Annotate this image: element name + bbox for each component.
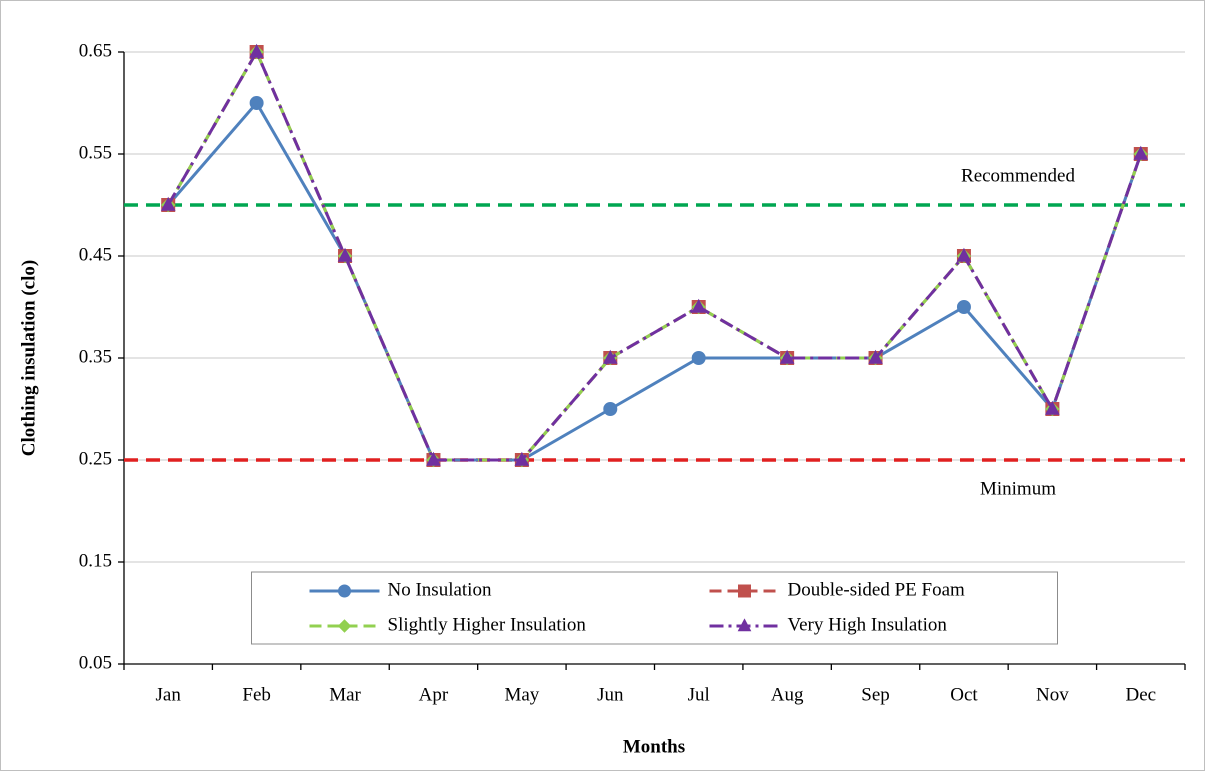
marker <box>337 619 352 633</box>
y-axis-label: Clothing insulation (clo) <box>18 260 39 456</box>
legend-label: Double-sided PE Foam <box>788 579 966 600</box>
marker <box>249 43 264 58</box>
series-line <box>167 100 1143 462</box>
marker <box>956 247 972 262</box>
marker <box>160 196 176 211</box>
marker <box>603 402 618 416</box>
x-tick-label: Aug <box>771 684 804 705</box>
legend-label: Very High Insulation <box>788 614 948 635</box>
x-tick-label: Oct <box>950 684 978 705</box>
x-tick-label: Dec <box>1125 684 1156 705</box>
marker <box>738 584 751 598</box>
marker <box>1133 145 1149 160</box>
y-tick-label: 0.45 <box>79 244 112 265</box>
y-tick-label: 0.05 <box>79 652 112 673</box>
y-tick-label: 0.55 <box>79 142 112 163</box>
reference-label: Recommended <box>961 165 1075 186</box>
x-axis-label: Months <box>623 736 685 757</box>
marker <box>737 618 752 632</box>
x-tick-label: May <box>504 684 539 705</box>
x-tick-label: Jan <box>156 684 182 705</box>
marker <box>691 298 707 313</box>
marker <box>249 96 264 110</box>
marker <box>1045 400 1060 415</box>
reference-label: Minimum <box>980 478 1056 499</box>
legend-box <box>251 571 1058 645</box>
x-tick-label: Sep <box>861 684 890 705</box>
marker <box>691 351 706 365</box>
legend-label: No Insulation <box>388 579 492 600</box>
legend: No Insulation Double-sided PE Foam Slightl… <box>251 571 1058 645</box>
x-tick-label: Jun <box>597 684 624 705</box>
x-tick-label: Apr <box>419 684 449 705</box>
legend-label: Slightly Higher Insulation <box>388 614 587 635</box>
marker <box>956 300 971 314</box>
marker <box>514 451 530 466</box>
marker <box>779 349 795 364</box>
marker <box>602 349 618 364</box>
y-tick-label: 0.25 <box>79 448 112 469</box>
x-tick-label: Jul <box>688 684 710 705</box>
series-line <box>166 48 1143 462</box>
marker <box>338 584 351 598</box>
marker <box>426 451 441 466</box>
y-tick-label: 0.35 <box>79 346 112 367</box>
x-tick-label: Mar <box>329 684 361 705</box>
marker <box>337 247 353 262</box>
marker <box>868 349 883 364</box>
x-tick-label: Feb <box>242 684 271 705</box>
y-tick-label: 0.65 <box>79 40 112 61</box>
x-tick-label: Nov <box>1036 684 1069 705</box>
y-tick-label: 0.15 <box>79 550 112 571</box>
